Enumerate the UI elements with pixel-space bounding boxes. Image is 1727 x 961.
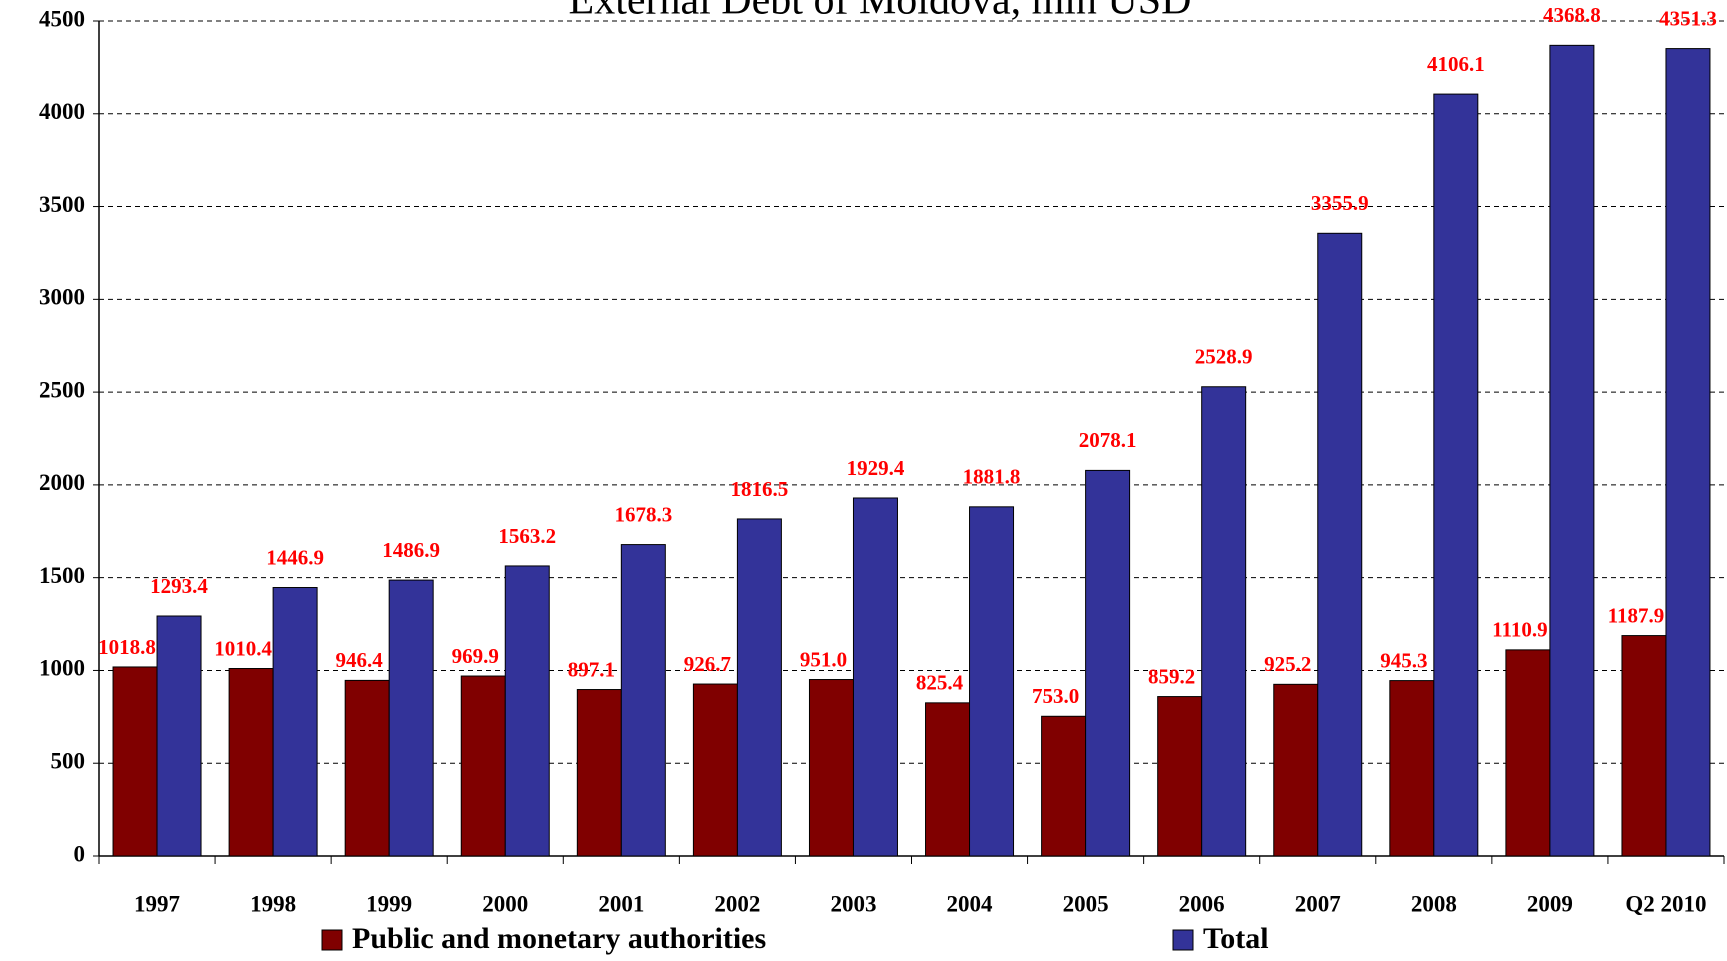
- bar: [969, 506, 1015, 857]
- bar: [1621, 635, 1667, 857]
- bar: [388, 579, 434, 857]
- legend-swatch: [321, 929, 343, 951]
- value-label: 1929.4: [847, 456, 905, 480]
- bar: [228, 668, 274, 857]
- bar: [344, 679, 390, 857]
- value-label: 2078.1: [1079, 428, 1137, 452]
- x-tick-label: 2003: [830, 891, 876, 916]
- x-tick-label: 1998: [250, 891, 296, 916]
- y-tick-label: 2000: [39, 470, 85, 495]
- bar: [1041, 715, 1087, 857]
- y-tick-label: 2500: [39, 377, 85, 402]
- y-tick-label: 4500: [39, 6, 85, 31]
- value-label: 969.9: [452, 644, 499, 668]
- x-tick-label: 1997: [134, 891, 180, 916]
- bar: [1433, 93, 1479, 857]
- y-tick-label: 3000: [39, 285, 85, 310]
- bar: [1273, 683, 1319, 857]
- bar: [504, 565, 550, 857]
- value-label: 1563.2: [498, 524, 556, 548]
- bar: [692, 683, 738, 857]
- value-label: 1018.8: [98, 635, 156, 659]
- legend-label: Public and monetary authorities: [352, 922, 766, 955]
- value-label: 825.4: [916, 671, 964, 695]
- value-label: 859.2: [1148, 664, 1195, 688]
- bar: [576, 689, 622, 857]
- bar: [460, 675, 506, 857]
- value-label: 4106.1: [1427, 52, 1485, 76]
- value-label: 1881.8: [963, 465, 1021, 489]
- value-label: 897.1: [568, 657, 615, 681]
- bar: [1389, 680, 1435, 857]
- bar: [1317, 232, 1363, 857]
- value-label: 1293.4: [150, 574, 208, 598]
- x-tick-label: 2007: [1295, 891, 1341, 916]
- bar: [272, 587, 318, 857]
- x-tick-label: 2005: [1063, 891, 1109, 916]
- value-label: 1486.9: [382, 538, 440, 562]
- value-label: 926.7: [684, 652, 731, 676]
- bar: [1549, 44, 1595, 857]
- y-tick-label: 4000: [39, 99, 85, 124]
- legend-swatch: [1172, 929, 1194, 951]
- x-tick-label: 1999: [366, 891, 412, 916]
- bar: [112, 666, 158, 857]
- bar: [156, 615, 202, 857]
- chart-title: External Debt of Moldova, mln USD: [569, 0, 1192, 24]
- value-label: 1678.3: [614, 502, 672, 526]
- bar: [736, 518, 782, 857]
- x-tick-label: 2001: [598, 891, 644, 916]
- y-tick-label: 500: [51, 749, 86, 774]
- value-label: 753.0: [1032, 684, 1079, 708]
- x-tick-label: 2009: [1527, 891, 1573, 916]
- bar: [1085, 469, 1131, 857]
- value-label: 946.4: [336, 648, 384, 672]
- bar: [620, 544, 666, 857]
- bar: [1505, 649, 1551, 857]
- value-label: 951.0: [800, 647, 847, 671]
- legend-label: Total: [1203, 922, 1269, 955]
- x-tick-label: 2002: [714, 891, 760, 916]
- value-label: 1110.9: [1492, 618, 1547, 642]
- value-label: 1187.9: [1608, 603, 1665, 627]
- bar: [1157, 696, 1203, 857]
- value-label: 3355.9: [1311, 191, 1369, 215]
- x-tick-label: Q2 2010: [1625, 891, 1706, 916]
- value-label: 945.3: [1380, 648, 1427, 672]
- value-label: 4351.3: [1659, 6, 1717, 30]
- bar: [852, 497, 898, 857]
- x-tick-label: 2006: [1179, 891, 1225, 916]
- y-tick-label: 1000: [39, 656, 85, 681]
- x-tick-label: 2000: [482, 891, 528, 916]
- y-tick-label: 3500: [39, 192, 85, 217]
- value-label: 1010.4: [214, 636, 272, 660]
- y-tick-label: 0: [74, 841, 86, 866]
- bar: [925, 702, 971, 857]
- x-tick-label: 2008: [1411, 891, 1457, 916]
- bar: [1201, 386, 1247, 857]
- value-label: 925.2: [1264, 652, 1311, 676]
- y-tick-label: 1500: [39, 563, 85, 588]
- value-label: 1446.9: [266, 545, 324, 569]
- bar: [1665, 48, 1711, 857]
- value-label: 2528.9: [1195, 345, 1253, 369]
- x-tick-label: 2004: [947, 891, 994, 916]
- bar: [808, 679, 854, 857]
- value-label: 4368.8: [1543, 3, 1601, 27]
- value-label: 1816.5: [731, 477, 789, 501]
